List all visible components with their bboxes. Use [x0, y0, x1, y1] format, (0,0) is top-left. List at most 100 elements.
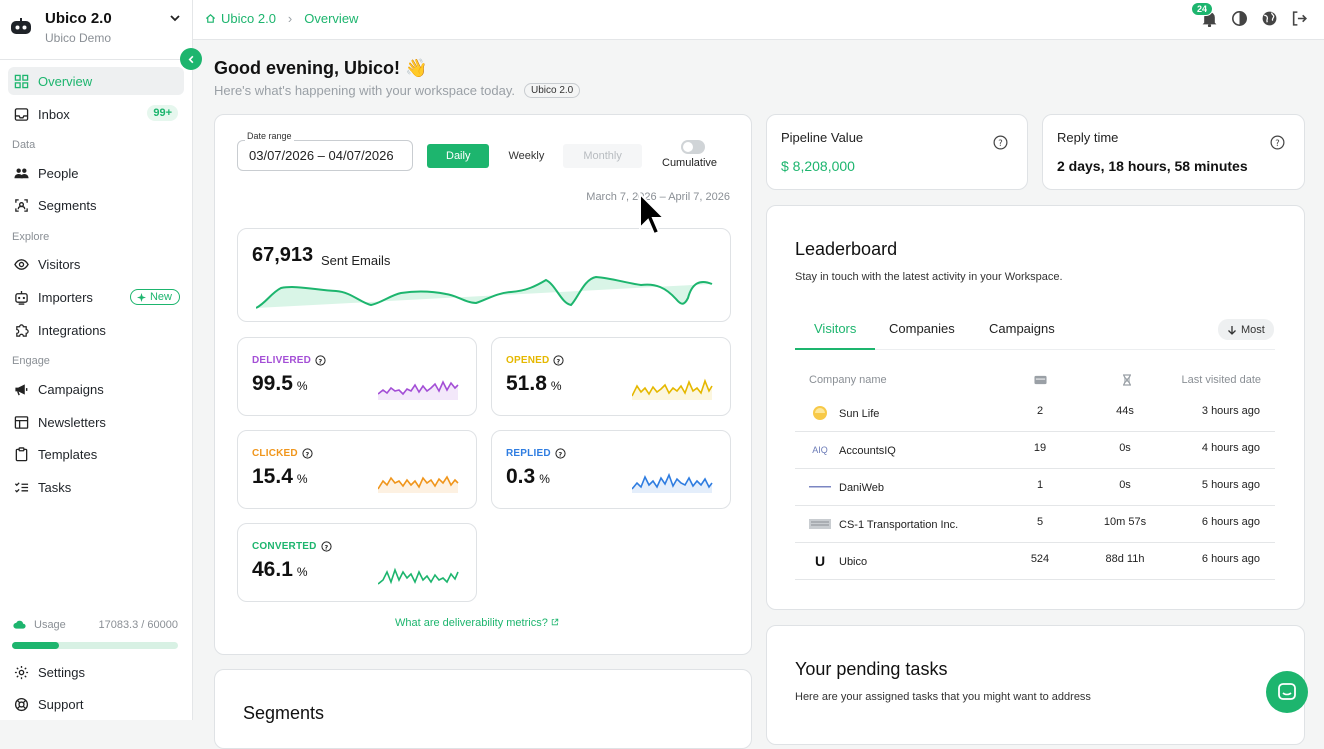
- active-tab-indicator: [795, 348, 875, 350]
- converted-sparkline: [378, 567, 459, 585]
- time-on-site: 0s: [1119, 442, 1131, 454]
- sidebar-item-tasks[interactable]: Tasks: [8, 473, 184, 501]
- sidebar-item-integrations[interactable]: Integrations: [8, 316, 184, 344]
- sent-emails-sparkline: [256, 275, 713, 309]
- tab-companies[interactable]: Companies: [889, 321, 955, 336]
- sidebar-item-inbox[interactable]: Inbox 99+: [8, 100, 184, 128]
- top-bar: Ubico 2.0 › Overview 24: [193, 0, 1324, 40]
- sidebar-item-people[interactable]: People: [8, 159, 184, 187]
- pending-tasks-card: Your pending tasks Here are your assigne…: [766, 625, 1305, 745]
- sidebar-item-segments[interactable]: Segments: [8, 191, 184, 219]
- sidebar-item-label: Settings: [38, 664, 85, 680]
- tab-campaigns[interactable]: Campaigns: [989, 321, 1055, 336]
- metric-value: 99.5%: [252, 372, 308, 396]
- arrow-down-icon: [1228, 325, 1236, 335]
- metric-card-delivered: DELIVERED? 99.5%: [237, 337, 477, 416]
- help-icon[interactable]: ?: [555, 448, 566, 459]
- metric-value-number: 15.4: [252, 465, 293, 488]
- deliverability-metrics-link[interactable]: What are deliverability metrics?: [395, 617, 559, 629]
- last-visited: 5 hours ago: [1201, 479, 1260, 491]
- globe-icon[interactable]: [1261, 10, 1278, 27]
- inbox-icon: [14, 107, 29, 121]
- tab-visitors[interactable]: Visitors: [814, 321, 857, 336]
- pending-tasks-title: Your pending tasks: [795, 659, 948, 679]
- sidebar-item-support[interactable]: Support: [8, 690, 184, 718]
- help-icon[interactable]: ?: [315, 355, 326, 366]
- sidebar-item-settings[interactable]: Settings: [8, 658, 184, 686]
- sent-emails-label: Sent Emails: [321, 253, 391, 268]
- segments-icon: [15, 198, 28, 212]
- cloud-icon: [13, 620, 26, 629]
- table-row[interactable]: U Ubico 524 88d 11h 6 hours ago: [795, 543, 1275, 580]
- robot-icon: [15, 290, 28, 305]
- metric-name-text: CLICKED: [252, 448, 298, 459]
- theme-toggle-icon[interactable]: [1231, 10, 1248, 27]
- sidebar-item-overview[interactable]: Overview: [8, 67, 184, 95]
- workspace-switcher[interactable]: Ubico 2.0 Ubico Demo: [10, 8, 185, 52]
- notifications-button[interactable]: 24: [1191, 2, 1218, 32]
- svg-text:?: ?: [319, 357, 323, 365]
- weekly-button[interactable]: Weekly: [508, 150, 545, 162]
- breadcrumb-root-link[interactable]: Ubico 2.0: [221, 11, 276, 26]
- sidebar-item-label: Importers: [38, 289, 93, 305]
- ubico-company-logo-icon: U: [814, 553, 826, 569]
- last-visited: 3 hours ago: [1201, 405, 1260, 417]
- metric-name: OPENED?: [506, 355, 565, 366]
- visits-count: 19: [1033, 442, 1047, 454]
- metric-unit: %: [296, 565, 308, 579]
- svg-text:?: ?: [998, 138, 1002, 148]
- table-row[interactable]: DaniWeb 1 0s 5 hours ago: [795, 469, 1275, 506]
- dashboard-icon: [14, 74, 29, 88]
- workspace-pill: Ubico 2.0: [524, 83, 581, 98]
- sidebar-item-visitors[interactable]: Visitors: [8, 250, 184, 278]
- notification-count-badge: 24: [1191, 2, 1214, 16]
- sort-label: Most: [1241, 323, 1265, 336]
- chat-launcher-button[interactable]: [1266, 671, 1308, 713]
- metric-value: 15.4%: [252, 465, 308, 489]
- collapse-sidebar-button[interactable]: [180, 48, 202, 70]
- column-header-company[interactable]: Company name: [809, 374, 887, 386]
- table-row[interactable]: CS-1 Transportation Inc. 5 10m 57s 6 hou…: [795, 506, 1275, 543]
- mouse-cursor-icon: [639, 192, 666, 236]
- company-name: Sun Life: [839, 408, 880, 420]
- ubico-logo-icon: [11, 18, 31, 34]
- time-on-site: 88d 11h: [1105, 553, 1145, 565]
- sidebar-item-label: Overview: [38, 73, 93, 89]
- help-icon[interactable]: ?: [993, 135, 1008, 150]
- sidebar-item-label: Newsletters: [38, 414, 106, 430]
- sidebar-item-newsletters[interactable]: Newsletters: [8, 408, 184, 436]
- monthly-button[interactable]: Monthly: [563, 144, 642, 168]
- workspace-title: Ubico 2.0: [45, 10, 112, 27]
- segments-card: Segments: [214, 669, 752, 749]
- sidebar-item-campaigns[interactable]: Campaigns: [8, 375, 184, 403]
- daily-button[interactable]: Daily: [427, 144, 490, 168]
- cumulative-toggle[interactable]: [681, 140, 705, 154]
- help-icon[interactable]: ?: [321, 541, 332, 552]
- metric-value-number: 46.1: [252, 558, 293, 581]
- sidebar-item-templates[interactable]: Templates: [8, 440, 184, 468]
- column-header-last-visited[interactable]: Last visited date: [1181, 374, 1262, 386]
- newsletter-icon: [14, 415, 29, 429]
- help-icon[interactable]: ?: [553, 355, 565, 366]
- page-subtitle: Here's what's happening with your worksp…: [214, 83, 581, 98]
- leaderboard-card: Leaderboard Stay in touch with the lates…: [766, 205, 1305, 610]
- sidebar-item-label: Tasks: [38, 479, 72, 495]
- sidebar-item-label: Inbox: [38, 106, 70, 122]
- metric-card-converted: CONVERTED? 46.1%: [237, 523, 477, 602]
- table-row[interactable]: AIQ AccountsIQ 19 0s 4 hours ago: [795, 432, 1275, 469]
- logout-icon[interactable]: [1291, 10, 1308, 27]
- opened-sparkline: [632, 378, 713, 400]
- sidebar-item-label: Templates: [38, 446, 98, 462]
- table-row[interactable]: Sun Life 2 44s 3 hours ago: [795, 395, 1275, 432]
- nav-section-engage: Engage: [12, 355, 50, 367]
- help-icon[interactable]: ?: [1270, 135, 1285, 150]
- help-icon[interactable]: ?: [302, 448, 313, 459]
- metric-name-text: CONVERTED: [252, 541, 317, 552]
- usage-value: 17083.3 / 60000: [98, 619, 178, 631]
- date-range-input[interactable]: 03/07/2026 – 04/07/2026: [237, 140, 413, 171]
- sidebar-item-importers[interactable]: Importers New: [8, 283, 184, 311]
- usage-label: Usage: [34, 619, 66, 631]
- sort-most-button[interactable]: Most: [1218, 319, 1274, 340]
- svg-text:?: ?: [305, 450, 309, 458]
- checklist-icon: [14, 481, 29, 493]
